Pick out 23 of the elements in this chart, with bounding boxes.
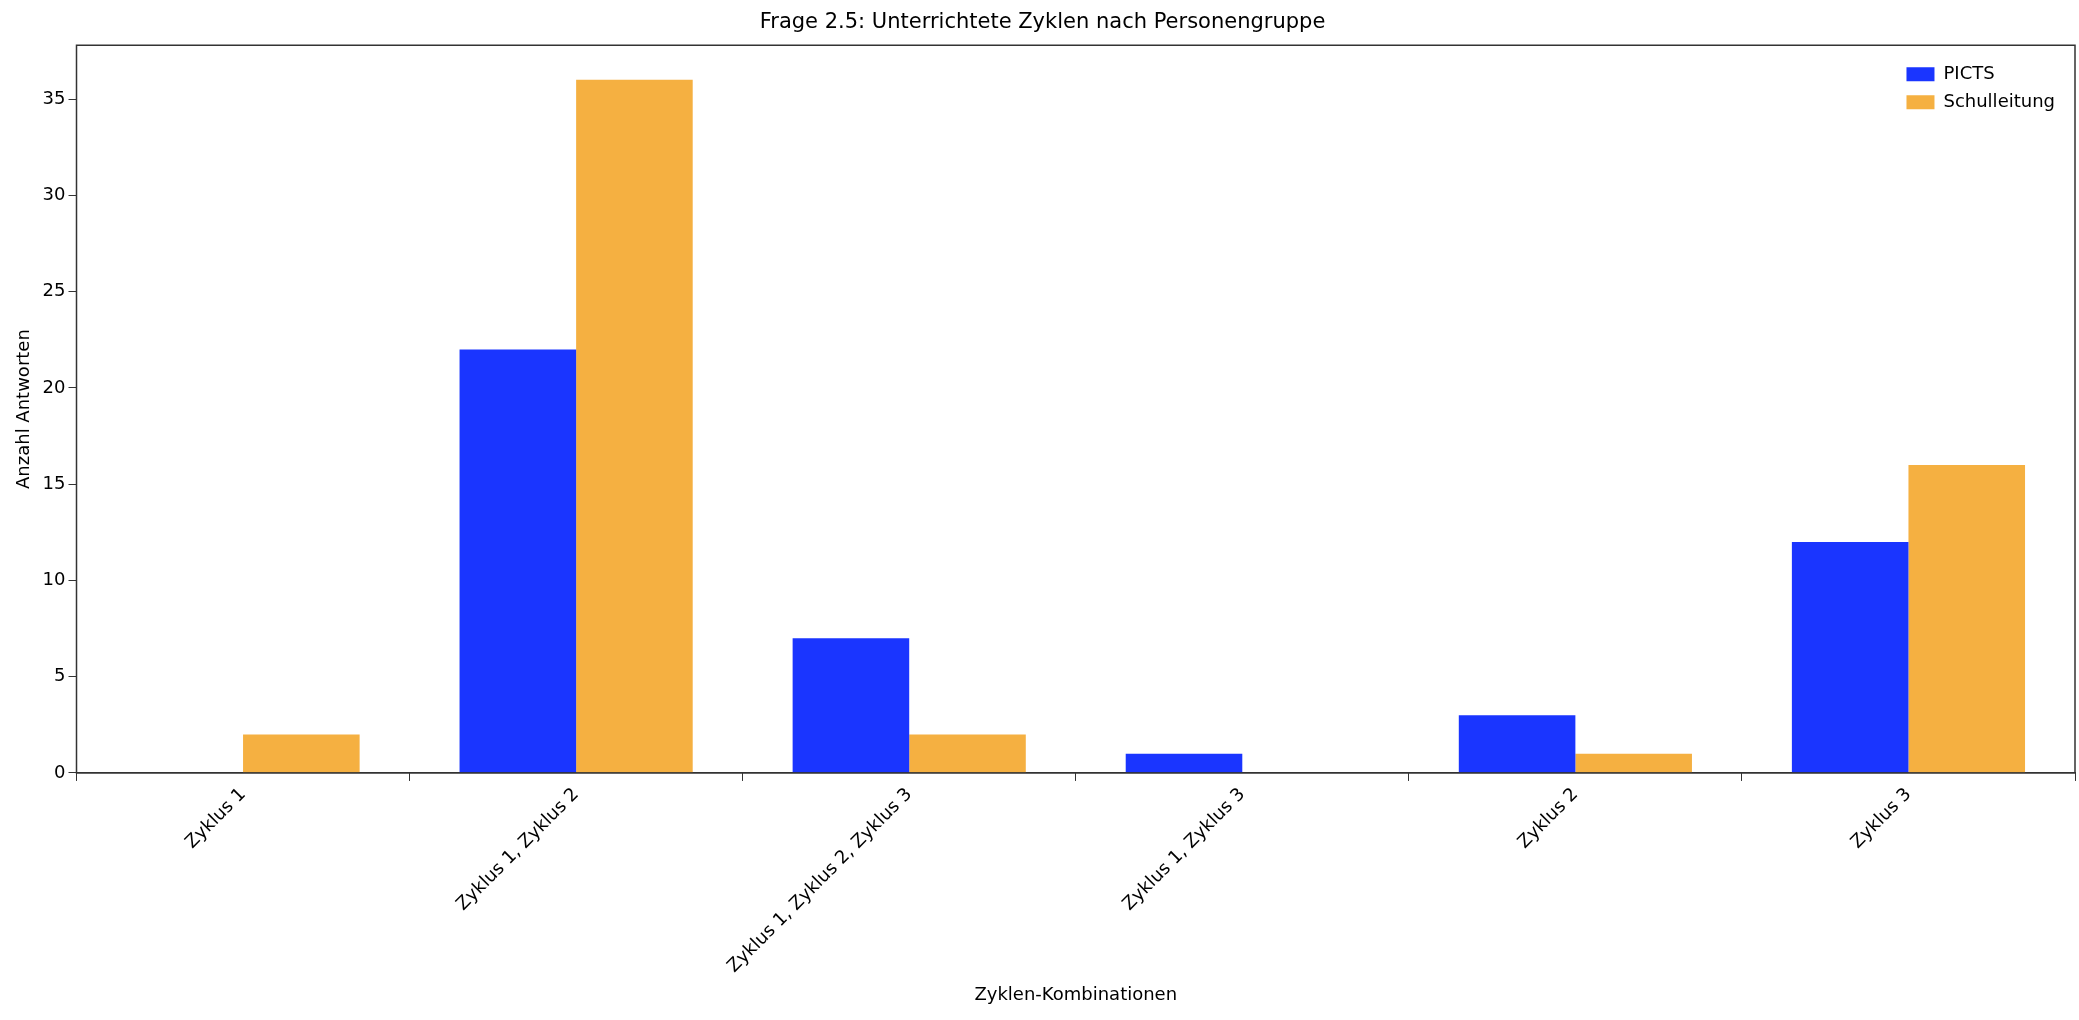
bar [1458,715,1576,773]
bar [1908,464,2026,773]
bar [243,734,360,773]
legend-label: Schulleitung [1943,89,2055,111]
chart-title: Frage 2.5: Unterrichtete Zyklen nach Personengruppe [759,9,1326,34]
legend-label: PICTS [1943,61,1995,83]
y-tick-label: 5 [54,664,66,686]
bar [459,349,577,773]
y-tick-label: 35 [42,86,66,108]
y-tick-label: 20 [42,375,66,397]
bar [576,79,693,773]
bar [1125,753,1243,773]
bar [1575,753,1692,773]
y-tick-label: 30 [42,183,66,205]
bar [1791,541,1909,773]
y-axis-title: Anzahl Antworten [12,329,34,489]
y-tick-label: 25 [42,279,66,301]
bar [909,734,1026,773]
y-tick-label: 10 [42,568,66,590]
y-tick-label: 0 [54,760,66,782]
y-tick-label: 15 [42,471,66,493]
bar [792,638,910,773]
x-axis-title: Zyklen-Kombinationen [974,982,1178,1004]
